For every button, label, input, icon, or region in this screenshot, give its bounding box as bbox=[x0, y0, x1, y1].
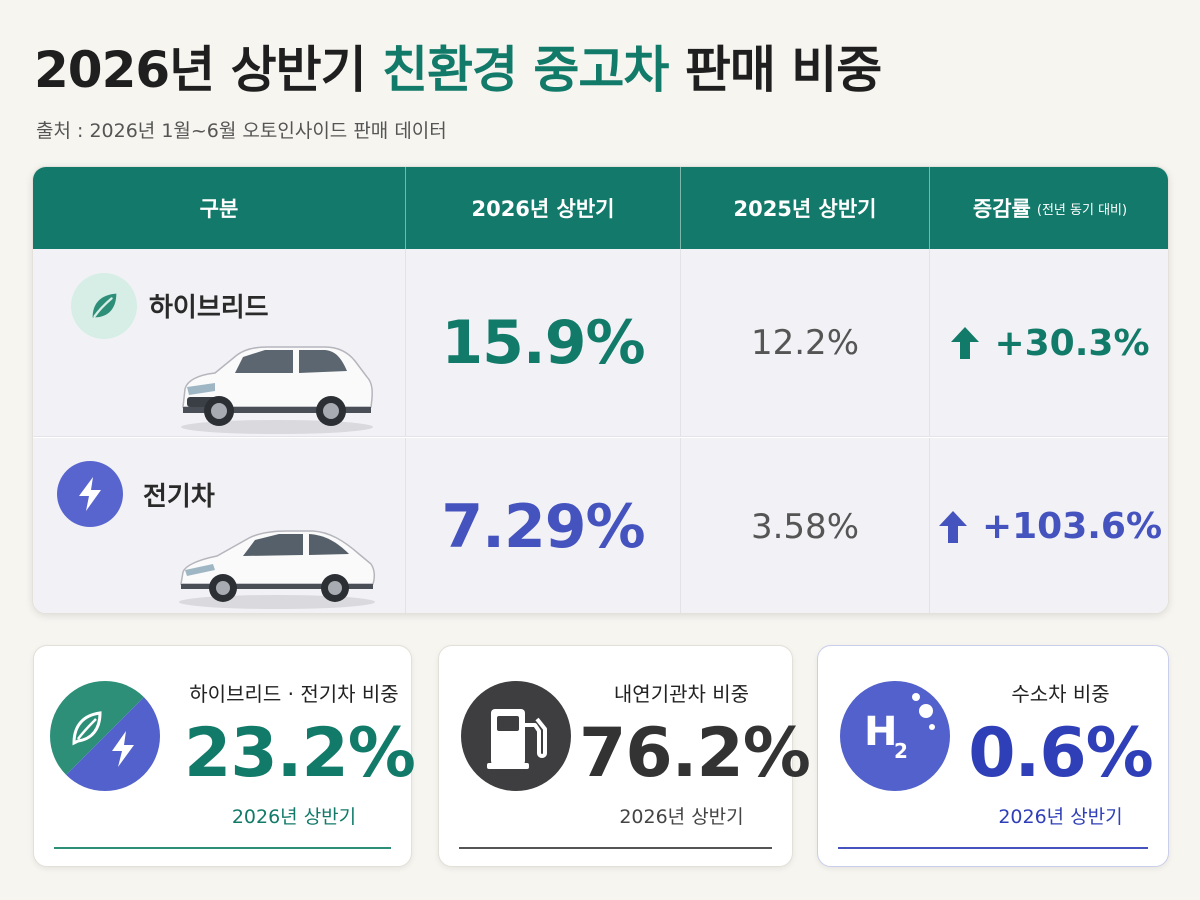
fuel-pump-icon bbox=[461, 681, 571, 791]
title-suffix: 판매 비중 bbox=[668, 41, 882, 99]
divider bbox=[929, 438, 930, 613]
title-prefix: 2026년 상반기 bbox=[34, 41, 382, 99]
card-title: 수소차 비중 bbox=[1011, 682, 1110, 706]
table-row-hybrid: 하이브리드 15.9% 12.2% +30.3% bbox=[33, 249, 1168, 437]
h2-subscript: 2 bbox=[894, 739, 908, 763]
source-note: 출처 : 2026년 1월~6월 오토인사이드 판매 데이터 bbox=[36, 120, 447, 142]
card-value: 0.6% bbox=[968, 714, 1154, 793]
arrow-up-icon bbox=[951, 327, 980, 359]
divider bbox=[929, 249, 930, 436]
card-value: 76.2% bbox=[579, 714, 811, 793]
card-title: 내연기관차 비중 bbox=[613, 682, 750, 706]
accent-line bbox=[838, 847, 1148, 849]
divider bbox=[680, 438, 681, 613]
title-highlight: 친환경 중고차 bbox=[381, 41, 669, 99]
ev-change-text: +103.6% bbox=[981, 506, 1163, 547]
col-previous: 2025년 상반기 bbox=[733, 197, 877, 221]
ev-2026-value: 7.29% bbox=[441, 491, 645, 562]
comparison-table: 구분 2026년 상반기 2025년 상반기 증감률 (전년 동기 대비) 하이브… bbox=[32, 166, 1169, 614]
leaf-icon bbox=[71, 273, 137, 339]
sedan-car-image bbox=[179, 530, 376, 609]
divider bbox=[680, 167, 681, 249]
accent-line bbox=[459, 847, 772, 849]
divider bbox=[405, 167, 406, 249]
col-change-label: 증감률 bbox=[972, 197, 1031, 221]
divider bbox=[929, 167, 930, 249]
divider bbox=[405, 249, 406, 436]
page-title: 2026년 상반기 친환경 중고차 판매 비중 bbox=[34, 30, 882, 102]
hybrid-change-text: +30.3% bbox=[994, 322, 1150, 364]
col-category: 구분 bbox=[199, 197, 239, 221]
hybrid-change: +30.3% bbox=[930, 249, 1168, 437]
suv-car-image bbox=[181, 346, 373, 434]
arrow-up-icon bbox=[938, 510, 967, 543]
card-hydrogen-share: H 2 수소차 비중 0.6% 2026년 상반기 bbox=[817, 645, 1169, 867]
col-change: 증감률 (전년 동기 대비) bbox=[930, 167, 1168, 249]
divider bbox=[405, 438, 406, 613]
table-row-ev: 전기차 7.29% 3.58% +103.6% bbox=[33, 438, 1168, 613]
col-change-note: (전년 동기 대비) bbox=[1036, 202, 1128, 218]
accent-line bbox=[54, 847, 391, 849]
table-header: 구분 2026년 상반기 2025년 상반기 증감률 (전년 동기 대비) bbox=[33, 167, 1168, 249]
lightning-icon bbox=[57, 461, 123, 527]
card-value: 23.2% bbox=[184, 714, 416, 793]
row-label: 전기차 bbox=[143, 482, 215, 512]
ev-2025-value: 3.58% bbox=[750, 506, 859, 547]
card-title: 하이브리드 · 전기차 비중 bbox=[189, 682, 399, 706]
card-period: 2026년 상반기 bbox=[998, 806, 1123, 828]
card-ice-share: 내연기관차 비중 76.2% 2026년 상반기 bbox=[438, 645, 811, 867]
card-hybrid-ev-share: 하이브리드 · 전기차 비중 23.2% 2026년 상반기 bbox=[33, 645, 416, 867]
h2-icon: H 2 bbox=[840, 681, 950, 791]
card-period: 2026년 상반기 bbox=[619, 806, 744, 828]
col-current: 2026년 상반기 bbox=[471, 197, 615, 221]
hybrid-2025-value: 12.2% bbox=[750, 323, 859, 363]
card-period: 2026년 상반기 bbox=[231, 806, 357, 828]
hybrid-2026-text: 15.9% bbox=[441, 308, 645, 378]
divider bbox=[680, 249, 681, 436]
h2-letter: H bbox=[864, 709, 898, 755]
row-label: 하이브리드 bbox=[149, 293, 269, 323]
ev-change: +103.6% bbox=[930, 438, 1168, 613]
hybrid-2026-value: 15.9% bbox=[406, 249, 680, 437]
leaf-lightning-icon bbox=[50, 681, 160, 791]
